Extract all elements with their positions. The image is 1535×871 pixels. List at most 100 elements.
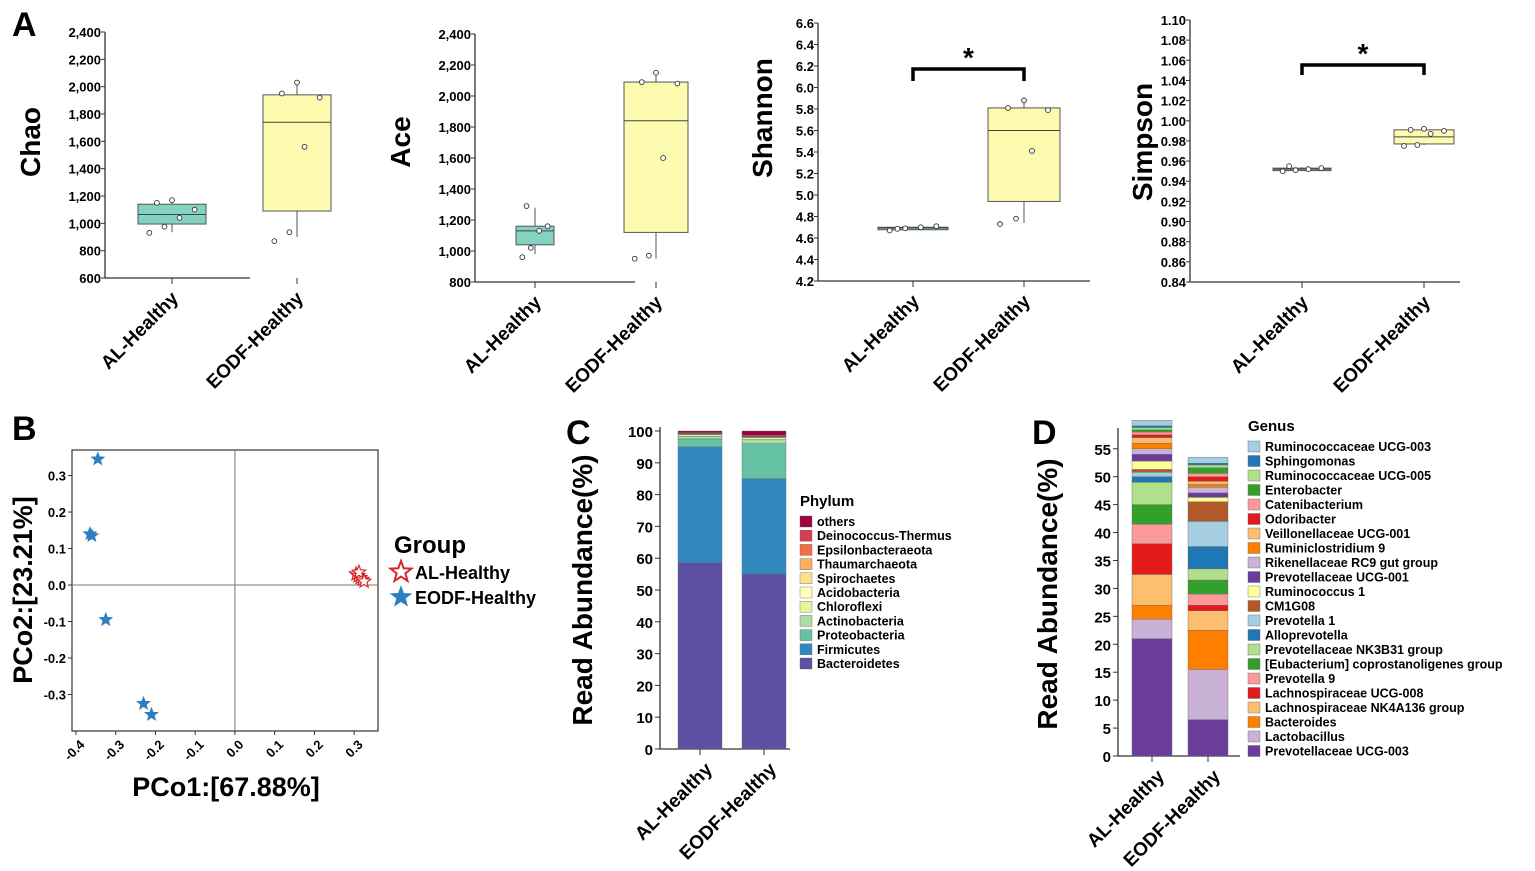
y-axis-title: Simpson — [1127, 83, 1158, 201]
legend-label: Alloprevotella — [1265, 629, 1349, 643]
legend-swatch — [1247, 701, 1261, 714]
y-tick-label: 50 — [1094, 470, 1111, 487]
bar-segment-catenibacterium — [1131, 431, 1173, 435]
legend-swatch — [1247, 687, 1261, 699]
legend-swatch — [1247, 672, 1261, 685]
legend-swatch — [1247, 745, 1261, 757]
data-point — [294, 79, 300, 86]
y-tick-label: 1,800 — [68, 107, 101, 122]
legend-swatch — [799, 515, 813, 528]
y-tick-label: 55 — [1094, 442, 1111, 459]
x-category-label: EODF-Healthy — [562, 292, 667, 397]
legend-label: others — [817, 515, 855, 529]
legend-label: Ruminiclostridium 9 — [1265, 542, 1385, 556]
y-tick-label: 0.1 — [48, 542, 66, 557]
y-tick-label: 70 — [636, 519, 653, 536]
shannon-boxplot: 4.2 4.4 4.6 4.8 5.0 5.2 5.4 5.6 5.8 6.0 6.2 6.4 6.6 A… — [747, 16, 1090, 396]
bar-segment-lactobacillus — [1187, 669, 1229, 720]
bar-segment-veillonellaceae-ucg-001 — [1187, 480, 1229, 485]
legend-swatch — [1247, 484, 1261, 496]
y-tick-label: 35 — [1094, 553, 1111, 570]
y-tick-label: 5.0 — [796, 188, 814, 203]
bar-segment-alloprevotella — [1131, 476, 1173, 483]
legend-label: Veillonellaceae UCG-001 — [1265, 527, 1410, 541]
bar-segment-ruminococcaceae-ucg-005 — [1187, 464, 1229, 468]
legend-swatch — [799, 615, 813, 627]
y-tick-label: -0.2 — [44, 651, 66, 666]
bar-segment-alloprevotella — [1187, 546, 1229, 570]
legend-label: Actinobacteria — [817, 614, 905, 628]
y-tick-label: 10 — [636, 710, 653, 727]
data-point — [1013, 215, 1019, 222]
data-point — [674, 80, 681, 87]
legend-swatch — [1247, 585, 1261, 598]
legend-title: Phylum — [800, 493, 854, 510]
legend-swatch — [799, 572, 813, 584]
y-axis-title: Ace — [385, 116, 416, 167]
y-tick-label: 20 — [636, 678, 653, 695]
legend-swatch — [1247, 730, 1261, 743]
bar-segment-ruminiclostridium-9 — [1187, 484, 1229, 488]
legend-label: Ruminococcaceae UCG-005 — [1265, 469, 1431, 483]
eodf-star-point — [136, 695, 151, 710]
y-tick-label: 5.6 — [796, 124, 814, 139]
legend-label: Odoribacter — [1265, 513, 1336, 527]
data-point — [1427, 131, 1434, 137]
data-point — [191, 206, 198, 213]
legend-label: Prevotella 9 — [1265, 672, 1335, 686]
bar-segment-odoribacter — [1131, 434, 1173, 438]
bar-segment-bacteroidetes — [741, 573, 787, 750]
y-tick-label: 1.08 — [1161, 33, 1186, 48]
y-tick-label: 1,000 — [438, 244, 471, 259]
data-point — [146, 230, 153, 236]
legend-swatch — [1247, 498, 1261, 511]
data-point — [271, 238, 278, 244]
x-tick-label: -0.3 — [101, 737, 127, 763]
y-tick-label: 80 — [636, 488, 653, 505]
y-tick-label: 1,400 — [68, 162, 101, 177]
y-tick-label: 2,000 — [438, 89, 471, 104]
legend-swatch — [1247, 600, 1261, 612]
significance-bracket — [911, 67, 1026, 81]
bar-segment-ruminococcaceae-ucg-005 — [1131, 427, 1173, 430]
legend-swatch — [1247, 556, 1261, 569]
bar-segment-prevotellaceae-nk3b31-group — [1131, 482, 1173, 505]
data-point — [1441, 127, 1447, 134]
y-tick-label: 4.2 — [796, 274, 814, 289]
legend-label: Thaumarchaeota — [817, 558, 918, 572]
data-point — [653, 69, 659, 76]
bar-segment-catenibacterium — [1187, 473, 1229, 477]
bar-segment-prevotella-9 — [1131, 523, 1173, 544]
legend-swatch — [1247, 469, 1261, 482]
x-category-label: EODF-Healthy — [1330, 292, 1435, 397]
data-point — [886, 227, 893, 234]
y-tick-label: 0.94 — [1161, 174, 1187, 189]
bar-segment-bacteroides — [1187, 630, 1229, 670]
bar-segment-prevotellaceae-ucg-003 — [1131, 638, 1173, 757]
data-point — [1029, 148, 1035, 154]
legend-label: Enterobacter — [1265, 484, 1342, 498]
legend-swatch — [1247, 571, 1261, 583]
y-tick-label: 90 — [636, 456, 653, 473]
legend-swatch — [1247, 440, 1261, 453]
bar-segment--eubacterium-coprostanoligenes-group — [1187, 579, 1229, 595]
x-category-label: AL-Healthy — [460, 292, 546, 378]
legend-label: Bacteroides — [1265, 716, 1337, 730]
panel-label-b: B — [12, 410, 37, 448]
y-tick-label: 20 — [1094, 637, 1111, 654]
plot-frame — [71, 449, 379, 732]
bar-segment-others — [741, 430, 787, 436]
y-tick-label: 2,400 — [68, 25, 101, 40]
bar-segment-rikenellaceae-rc9-gut-group — [1131, 448, 1173, 455]
chao-boxplot: 600 800 1,000 1,200 1,400 1,600 1,800 2,000 2,20… — [15, 25, 332, 393]
y-tick-label: 1,000 — [68, 216, 101, 231]
y-axis-title: Read Abundance(%) — [567, 454, 598, 725]
legend-label: AL-Healthy — [415, 563, 510, 583]
legend-swatch — [1247, 455, 1261, 467]
y-tick-label: 60 — [636, 551, 653, 568]
y-tick-label: 800 — [449, 275, 471, 290]
y-tick-label: 25 — [1094, 609, 1111, 626]
y-tick-label: 1,400 — [438, 182, 471, 197]
data-point — [154, 199, 160, 206]
y-tick-label: 1,200 — [438, 213, 471, 228]
